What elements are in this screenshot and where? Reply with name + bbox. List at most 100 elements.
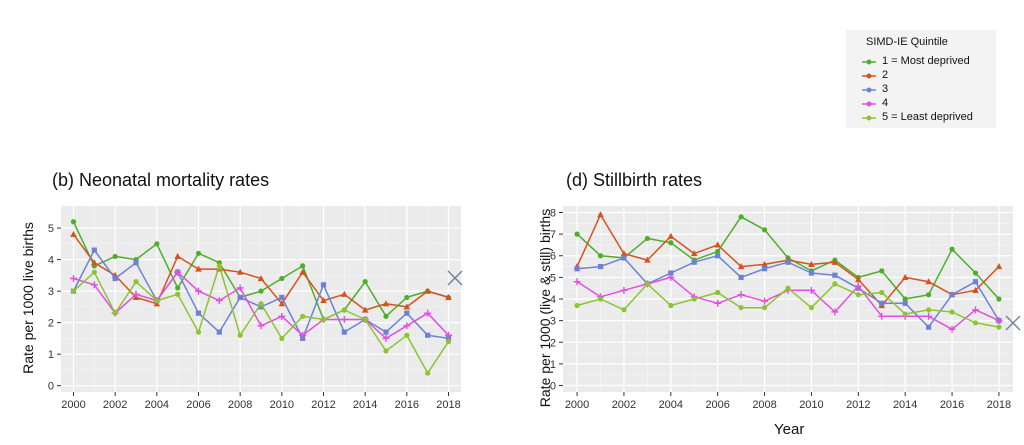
y-tick-label: 4	[550, 294, 556, 306]
data-point-s1	[668, 240, 674, 246]
data-point-s5	[996, 324, 1002, 330]
data-point-s5	[300, 313, 306, 319]
data-point-s4	[972, 306, 979, 314]
panel-d-xlabel: Year	[774, 421, 805, 438]
data-point-s4	[299, 331, 307, 339]
x-tick-label: 2016	[940, 399, 964, 411]
data-point-s2	[382, 300, 390, 307]
data-point-s3	[738, 274, 744, 280]
data-point-s1	[996, 296, 1002, 302]
data-point-s4	[573, 278, 581, 286]
data-point-s2	[667, 232, 675, 239]
data-point-s3	[258, 304, 264, 310]
data-point-s1	[154, 241, 160, 247]
data-point-s4	[382, 334, 390, 342]
data-point-s3	[195, 310, 202, 316]
data-point-s4	[90, 281, 98, 289]
data-point-s1	[574, 231, 580, 237]
data-point-s1	[300, 263, 306, 269]
data-point-s4	[995, 317, 1003, 325]
data-point-s1	[972, 270, 979, 276]
data-point-s1	[715, 248, 721, 255]
data-point-s4	[854, 282, 862, 290]
data-point-s5	[154, 297, 160, 304]
data-point-s3	[879, 300, 885, 306]
legend: SIMD-IE Quintile 1 = Most deprived 2 3 4…	[846, 30, 996, 128]
data-point-s2	[299, 268, 306, 275]
data-point-s2	[690, 250, 698, 257]
data-point-s2	[855, 276, 862, 283]
data-point-s5	[785, 285, 791, 291]
data-point-s3	[383, 329, 389, 335]
data-point-s4	[340, 315, 348, 323]
data-point-s5	[574, 302, 580, 309]
data-point-s1	[949, 246, 955, 252]
data-point-s5	[926, 307, 932, 313]
data-point-s3	[320, 282, 327, 288]
y-tick-label: 4	[48, 255, 54, 267]
data-point-s5	[362, 316, 368, 323]
data-point-s5	[133, 279, 139, 285]
data-point-s1	[258, 288, 264, 294]
data-point-s4	[925, 312, 933, 320]
data-point-s4	[236, 284, 244, 292]
x-tick-label: 2016	[395, 399, 419, 411]
data-point-s4	[257, 322, 265, 330]
x-tick-label: 2002	[612, 399, 636, 411]
data-point-s3	[112, 275, 118, 282]
data-point-s1	[404, 294, 410, 301]
x-tick-label: 2010	[270, 399, 294, 411]
data-point-s1	[644, 235, 650, 242]
data-point-s4	[831, 308, 839, 316]
data-point-s5	[383, 348, 389, 354]
data-point-s4	[948, 325, 956, 333]
data-point-s5	[715, 289, 721, 296]
data-point-s3	[785, 259, 791, 265]
y-tick-label: 3	[48, 286, 54, 298]
y-tick-label: 5	[48, 223, 54, 235]
data-point-s4	[424, 309, 432, 317]
data-point-s5	[279, 335, 285, 342]
x-tick-label: 2014	[893, 399, 917, 411]
data-point-s3	[926, 324, 932, 330]
data-point-s5	[341, 307, 347, 313]
data-point-s5	[112, 310, 118, 316]
data-point-s3	[91, 247, 97, 253]
legend-label-2: 2	[882, 69, 889, 81]
data-point-s5	[597, 296, 604, 302]
data-point-s1	[383, 313, 389, 319]
data-point-s4	[215, 297, 223, 305]
data-point-s4	[761, 297, 769, 305]
data-point-s1	[879, 268, 885, 274]
legend-label-5: 5 = Least deprived	[882, 111, 973, 123]
data-point-s4	[403, 322, 411, 330]
data-point-s5	[761, 305, 768, 311]
y-tick-label: 2	[550, 337, 556, 349]
data-point-s4	[70, 275, 77, 283]
data-point-s2	[424, 287, 431, 294]
data-point-s5	[668, 302, 674, 309]
cross-mark-1	[447, 270, 463, 286]
data-point-s2	[341, 290, 348, 297]
data-point-s2	[808, 260, 815, 267]
data-point-s4	[278, 312, 286, 320]
data-point-s2	[831, 258, 839, 265]
data-point-s4	[667, 273, 675, 281]
data-point-s2	[445, 293, 452, 301]
legend-title: SIMD-IE Quintile	[866, 36, 948, 48]
panel-d-title: (d) Stillbirth rates	[566, 170, 703, 190]
y-tick-label: 1	[48, 349, 54, 361]
data-point-s4	[445, 331, 452, 339]
data-point-s5	[70, 288, 77, 294]
data-point-s2	[70, 230, 77, 237]
data-point-s3	[574, 266, 580, 272]
data-point-s3	[808, 270, 815, 276]
x-tick-label: 2006	[186, 399, 210, 411]
x-tick-label: 2004	[659, 399, 683, 411]
x-tick-label: 2000	[61, 399, 85, 411]
legend-swatch-4	[862, 99, 876, 109]
data-point-s3	[216, 329, 222, 335]
data-point-s3	[621, 255, 627, 261]
data-point-s2	[174, 252, 181, 260]
y-tick-label: 7	[550, 229, 556, 241]
